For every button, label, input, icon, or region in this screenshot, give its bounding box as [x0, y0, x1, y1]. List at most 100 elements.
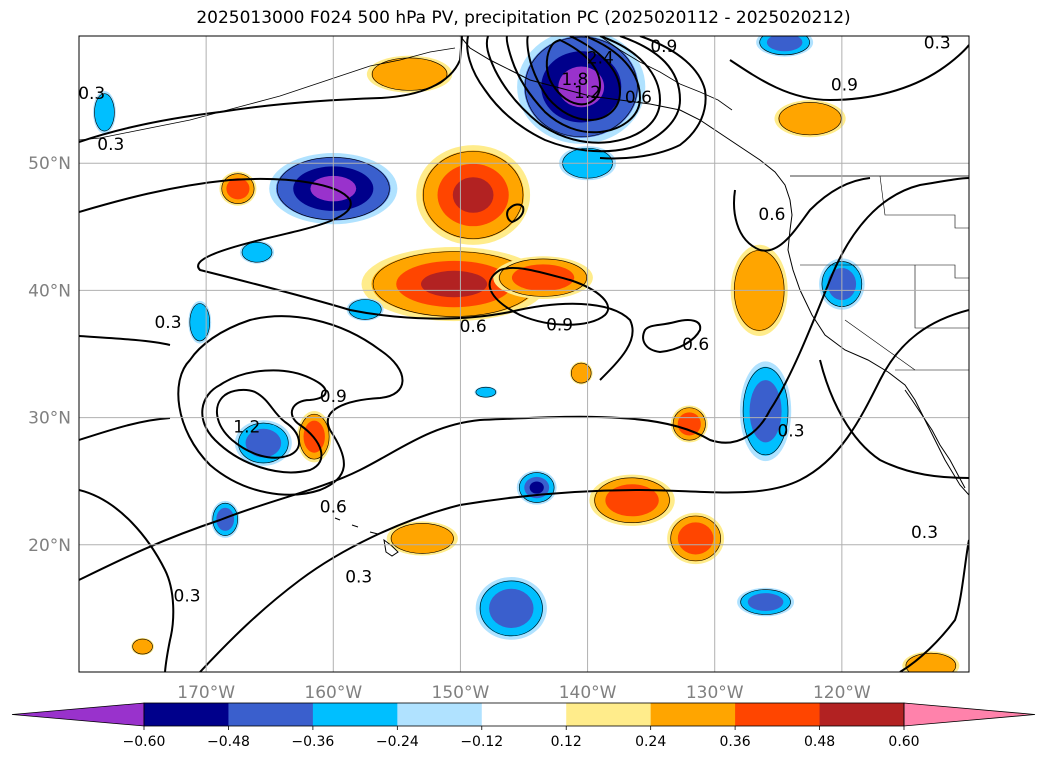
- precip-anomaly-19: [774, 100, 846, 138]
- precip-contour-fill: [371, 57, 448, 91]
- precip-anomaly-2: [416, 145, 531, 245]
- precip-anomaly-30: [131, 638, 154, 656]
- precip-anomaly-11: [670, 405, 708, 443]
- precip-anomaly-28: [569, 361, 593, 385]
- colorbar-segment: [735, 703, 821, 726]
- pv-contour-label: 0.6: [625, 88, 652, 108]
- colorbar-tick-label: −0.60: [123, 734, 166, 750]
- colorbar-tick-label: 0.12: [551, 734, 582, 750]
- precip-contour-fill: [605, 484, 659, 517]
- lon-tick-label: 140°W: [559, 683, 617, 703]
- lon-tick-label: 130°W: [686, 683, 744, 703]
- precip-contour-line: [570, 362, 592, 384]
- colorbar-tick-label: 0.60: [888, 734, 919, 750]
- pv-contours: [79, 36, 969, 672]
- precip-contour-line: [778, 102, 842, 136]
- precip-contour-line: [742, 367, 789, 456]
- lat-tick-label: 30°N: [28, 409, 71, 429]
- precip-anomaly-27: [902, 651, 960, 672]
- pv-contour-label: 0.3: [78, 84, 105, 104]
- pv-contour-label: 0.3: [345, 568, 372, 588]
- precip-anomaly-22: [239, 240, 275, 264]
- precip-anomaly-4: [493, 256, 593, 300]
- pv-contour-label: 0.3: [911, 523, 938, 543]
- precip-contour-fill: [390, 523, 455, 554]
- precip-anomaly-29: [474, 386, 498, 398]
- precip-anomaly-8: [516, 470, 557, 505]
- precip-contour-line: [905, 652, 957, 672]
- colorbar-tick-label: 0.24: [635, 734, 666, 750]
- pv-contour-label: 0.3: [174, 587, 201, 607]
- precip-anomaly-17: [386, 521, 458, 556]
- pv-contour-label: 2.4: [587, 49, 614, 69]
- pv-contour-label: 0.6: [758, 205, 785, 225]
- latitude-tick-labels: 50°N 40°N 30°N 20°N: [28, 154, 71, 556]
- lat-tick-label: 40°N: [28, 281, 71, 301]
- pv-contour-labels: 0.3 0.3 0.3 0.3 0.3 0.3 0.3 0.3 0.6 0.6 0.6 0.6 0.6 0…: [78, 33, 951, 606]
- pv-contour-label: 0.9: [831, 75, 858, 95]
- lon-tick-label: 150°W: [432, 683, 490, 703]
- pv-contour-label: 1.2: [574, 83, 601, 103]
- colorbar-segment: [566, 703, 652, 726]
- precipitation-anomaly-layer: [93, 36, 960, 672]
- precip-contour-line: [390, 523, 454, 554]
- colorbar-segment: [228, 703, 314, 726]
- precip-contour-line: [221, 173, 255, 204]
- precip-contour-fill: [216, 507, 235, 531]
- precip-contour-fill: [511, 264, 575, 292]
- gridlines: [79, 36, 969, 672]
- precip-contour-line: [423, 151, 524, 239]
- colorbar-extend-max: [903, 702, 1036, 727]
- pv-contour-label: 0.9: [650, 37, 677, 57]
- precip-contour-line: [594, 477, 670, 524]
- precip-contour-fill: [747, 593, 784, 611]
- precip-contour-fill: [132, 638, 153, 655]
- precip-contour-line: [241, 241, 273, 263]
- colorbar-segment: [819, 703, 905, 726]
- precip-contour-line: [132, 638, 153, 655]
- pv-contour-label: 0.3: [777, 421, 804, 441]
- precip-contour-fill: [245, 428, 282, 458]
- map-title: 2025013000 F024 500 hPa PV, precipitatio…: [196, 8, 851, 28]
- precip-contour-fill: [571, 362, 592, 384]
- pv-contour-label: 0.3: [97, 135, 124, 155]
- precip-contour-fill: [475, 387, 497, 398]
- precip-anomaly-23: [188, 300, 212, 344]
- precip-contour-fill: [421, 270, 488, 298]
- coastlines: [79, 36, 969, 557]
- colorbar-tick-label: −0.12: [460, 734, 503, 750]
- precip-contour-line: [189, 303, 211, 342]
- precip-contour-line: [475, 386, 497, 398]
- colorbar-tick-label: 0.48: [804, 734, 835, 750]
- pv-contour-label: 0.3: [924, 33, 951, 53]
- colorbar: −0.60 −0.48 −0.36 −0.24 −0.12 0.12 0.24 0.36 0.4…: [11, 702, 1036, 750]
- precip-contour-line: [298, 413, 330, 460]
- precip-anomaly-25: [346, 298, 384, 321]
- colorbar-tick-label: −0.48: [207, 734, 250, 750]
- pv-contour-label: 0.9: [320, 387, 347, 407]
- colorbar-tick-label: −0.24: [376, 734, 419, 750]
- precip-anomaly-21: [219, 171, 257, 206]
- precip-contour-line: [759, 36, 810, 56]
- pv-contour-label: 0.6: [460, 317, 487, 337]
- precip-contour-line: [212, 502, 238, 536]
- lat-tick-label: 50°N: [28, 154, 71, 174]
- precip-contour-fill: [529, 481, 544, 494]
- pv-contour-label: 0.6: [682, 335, 709, 355]
- precip-contour-line: [94, 93, 115, 132]
- colorbar-outline: [143, 702, 905, 727]
- precip-anomaly-7: [210, 500, 240, 538]
- colorbar-segment: [312, 703, 398, 726]
- precip-contour-fill: [766, 36, 803, 52]
- colorbar-segment: [144, 703, 229, 726]
- precip-contour-line: [740, 589, 791, 615]
- precip-contour-fill: [677, 412, 701, 436]
- precip-contour-fill: [778, 102, 842, 136]
- precip-anomaly-12: [667, 512, 725, 565]
- precip-contour-line: [238, 422, 289, 464]
- lon-tick-label: 120°W: [813, 683, 871, 703]
- precip-anomaly-24: [93, 90, 116, 134]
- precip-contour-line: [518, 472, 555, 503]
- colorbar-tick-label: −0.36: [291, 734, 334, 750]
